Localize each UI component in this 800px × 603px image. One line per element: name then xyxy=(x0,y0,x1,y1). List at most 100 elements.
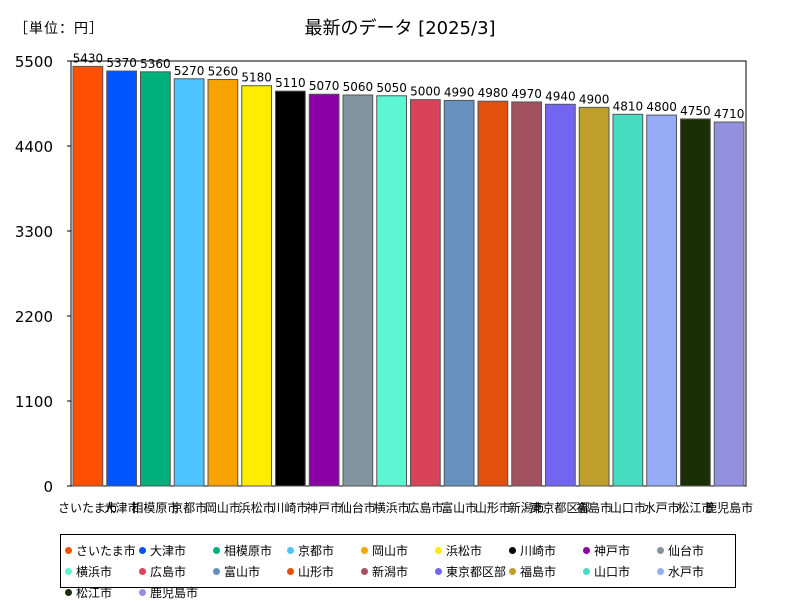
legend-label: 新潟市 xyxy=(372,565,409,579)
legend-swatch xyxy=(213,547,220,554)
chart-title: 最新のデータ [2025/3] xyxy=(304,18,496,39)
legend-swatch xyxy=(65,589,72,596)
legend-item: 福島市 xyxy=(509,561,583,582)
legend-swatch xyxy=(435,547,442,554)
bar-value-label: 5260 xyxy=(208,65,239,79)
legend-label: 鹿児島市 xyxy=(150,586,199,600)
legend-swatch xyxy=(361,568,368,575)
legend-label: 横浜市 xyxy=(76,565,113,579)
bar xyxy=(545,103,576,487)
chart-legend: さいたま市 大津市 相模原市 京都市 岡山市 浜松市 川崎市 神戸市 仙台市 横浜市 広島市 富山市 山… xyxy=(60,534,736,600)
bar xyxy=(443,99,475,487)
legend-swatch xyxy=(361,547,368,554)
x-tick-label: 京都市 xyxy=(171,500,207,515)
legend-item: 京都市 xyxy=(287,540,361,561)
legend-item: 神戸市 xyxy=(583,540,657,561)
x-tick-label: 富山市 xyxy=(441,500,477,515)
bar-value-label: 5110 xyxy=(275,76,306,90)
x-tick-label: 水戸市 xyxy=(644,500,680,515)
bar-value-label: 4980 xyxy=(478,86,509,100)
legend-item: 鹿児島市 xyxy=(139,582,213,603)
bar-value-label: 5370 xyxy=(106,56,137,70)
y-tick-label: 5500 xyxy=(15,53,53,71)
y-tick-label: 4400 xyxy=(15,138,53,156)
legend-label: 川崎市 xyxy=(520,544,557,558)
x-tick-label: さいたま市 xyxy=(58,500,118,515)
x-tick-label: 山形市 xyxy=(475,500,511,515)
legend-swatch xyxy=(213,568,220,575)
legend-item: 岡山市 xyxy=(361,540,435,561)
legend-item: 富山市 xyxy=(213,561,287,582)
bar-value-label: 5360 xyxy=(140,57,171,71)
y-tick-label: 1100 xyxy=(15,393,53,411)
bar xyxy=(511,101,542,487)
legend-swatch xyxy=(509,568,516,575)
legend-label: 山口市 xyxy=(594,565,631,579)
bar xyxy=(342,94,374,487)
legend-item: 川崎市 xyxy=(509,540,583,561)
legend-item: 仙台市 xyxy=(657,540,731,561)
x-tick-label: 松江市 xyxy=(677,500,713,515)
bar xyxy=(173,78,205,487)
legend-label: 浜松市 xyxy=(446,544,483,558)
bar-value-label: 4990 xyxy=(444,85,475,99)
legend-swatch xyxy=(139,568,146,575)
bar-value-label: 4940 xyxy=(545,89,576,103)
legend-item: 浜松市 xyxy=(435,540,509,561)
y-tick-label: 3300 xyxy=(15,223,53,241)
plot-area xyxy=(70,60,747,487)
legend-item: 山形市 xyxy=(287,561,361,582)
x-tick-label: 山口市 xyxy=(610,500,646,515)
x-tick-label: 岡山市 xyxy=(205,500,241,515)
x-tick-label: 大津市 xyxy=(104,500,140,515)
bar xyxy=(376,95,407,487)
unit-label: ［単位：円］ xyxy=(14,21,104,37)
bar-value-label: 5060 xyxy=(343,80,374,94)
x-tick-label: 福島市 xyxy=(576,500,612,515)
legend-swatch xyxy=(657,547,664,554)
bar xyxy=(477,100,509,487)
y-tick-label: 0 xyxy=(43,478,53,496)
x-tick-label: 鹿児島市 xyxy=(705,500,753,515)
x-tick-label: 相模原市 xyxy=(131,500,179,515)
bar xyxy=(106,70,137,487)
bar xyxy=(713,121,745,487)
bar-value-label: 4800 xyxy=(646,100,677,114)
x-tick-label: 神戸市 xyxy=(306,500,342,515)
legend-swatch xyxy=(583,547,590,554)
bar-value-label: 5270 xyxy=(174,64,205,78)
bar-value-label: 5050 xyxy=(376,81,407,95)
legend-item: 大津市 xyxy=(139,540,213,561)
legend-item: 相模原市 xyxy=(213,540,287,561)
bar-value-label: 5180 xyxy=(241,71,272,85)
x-tick-label: 川崎市 xyxy=(272,500,308,515)
y-tick-label: 2200 xyxy=(15,308,53,326)
x-tick-label: 広島市 xyxy=(407,500,443,515)
legend-swatch xyxy=(287,568,294,575)
bar xyxy=(410,99,441,487)
legend-label: 相模原市 xyxy=(224,544,273,558)
legend-label: 東京都区部 xyxy=(446,565,507,579)
legend-item: 山口市 xyxy=(583,561,657,582)
bar xyxy=(578,106,610,487)
bar-value-label: 4710 xyxy=(714,107,745,121)
bar xyxy=(207,79,239,487)
legend-label: 神戸市 xyxy=(594,544,631,558)
legend-item: さいたま市 xyxy=(65,540,139,561)
bar xyxy=(275,90,306,487)
x-tick-label: 横浜市 xyxy=(374,500,410,515)
legend-swatch xyxy=(287,547,294,554)
bar xyxy=(140,71,171,487)
bar-value-label: 4900 xyxy=(579,92,610,106)
legend-item: 横浜市 xyxy=(65,561,139,582)
legend-item: 松江市 xyxy=(65,582,139,603)
bar xyxy=(646,114,677,487)
legend-item: 水戸市 xyxy=(657,561,731,582)
bar-value-label: 4750 xyxy=(680,104,711,118)
bar-value-label: 5070 xyxy=(309,79,340,93)
legend-label: さいたま市 xyxy=(76,544,136,558)
x-tick-label: 仙台市 xyxy=(340,500,376,515)
legend-swatch xyxy=(657,568,664,575)
x-tick-label: 浜松市 xyxy=(239,500,275,515)
bar-value-label: 5430 xyxy=(73,51,104,65)
